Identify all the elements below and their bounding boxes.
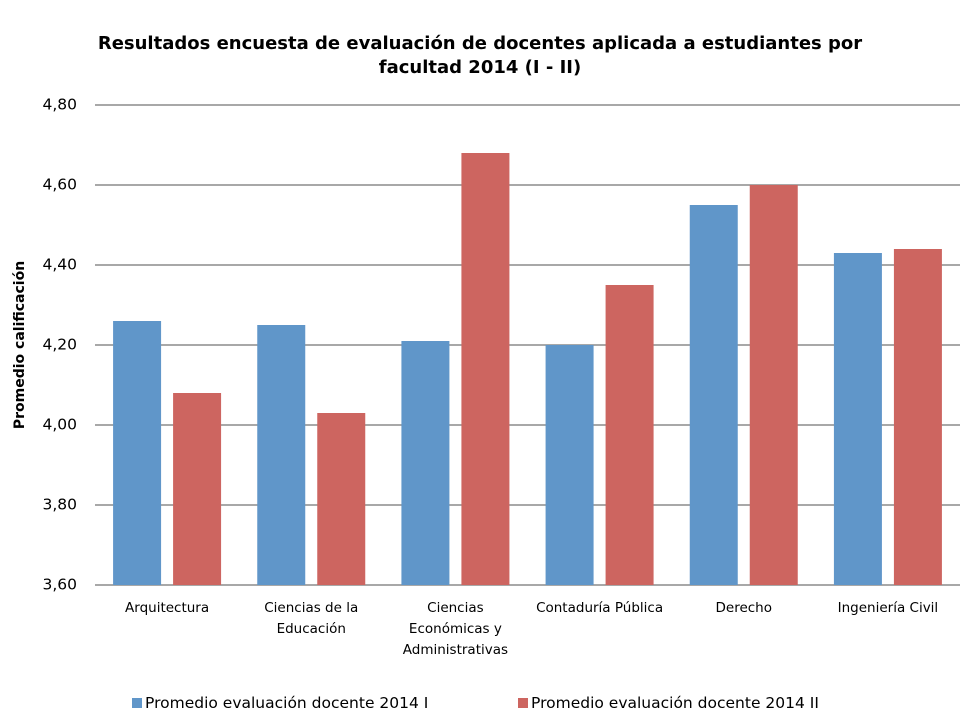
bar (317, 413, 366, 585)
y-axis-label: Promedio calificación (12, 261, 28, 429)
y-tick-label: 4,40 (42, 256, 77, 274)
y-tick-label: 4,60 (42, 176, 77, 194)
x-tick-label: Derecho (715, 600, 773, 616)
bar (605, 285, 654, 585)
bar (749, 185, 798, 585)
y-tick-label: 4,00 (42, 416, 77, 434)
y-tick-label: 3,80 (42, 496, 77, 514)
y-tick-label: 4,20 (42, 336, 77, 354)
bar (545, 345, 594, 585)
bar (833, 253, 882, 585)
y-tick-label: 4,80 (42, 96, 77, 114)
bar (893, 249, 942, 585)
legend-swatch (132, 698, 142, 708)
bar (401, 341, 450, 585)
x-tick-label: Arquitectura (125, 600, 210, 616)
bar (257, 325, 306, 585)
x-tick-label: Contaduría Pública (536, 600, 664, 616)
legend-item: Promedio evaluación docente 2014 I (132, 694, 428, 712)
x-tick-label: Ingeniería Civil (837, 600, 939, 616)
legend-swatch (518, 698, 528, 708)
x-tick-label: Ciencias Económicas y Administrativas (402, 600, 509, 658)
bar (461, 153, 510, 585)
bar (113, 321, 162, 585)
legend-item: Promedio evaluación docente 2014 II (518, 694, 819, 712)
x-tick-label: Ciencias de la Educación (264, 600, 359, 637)
bar (173, 393, 222, 585)
chart-title: Resultados encuesta de evaluación de doc… (97, 33, 863, 78)
bar (689, 205, 738, 585)
legend-label: Promedio evaluación docente 2014 II (531, 694, 819, 712)
y-tick-label: 3,60 (42, 576, 77, 594)
legend-label: Promedio evaluación docente 2014 I (145, 694, 429, 712)
